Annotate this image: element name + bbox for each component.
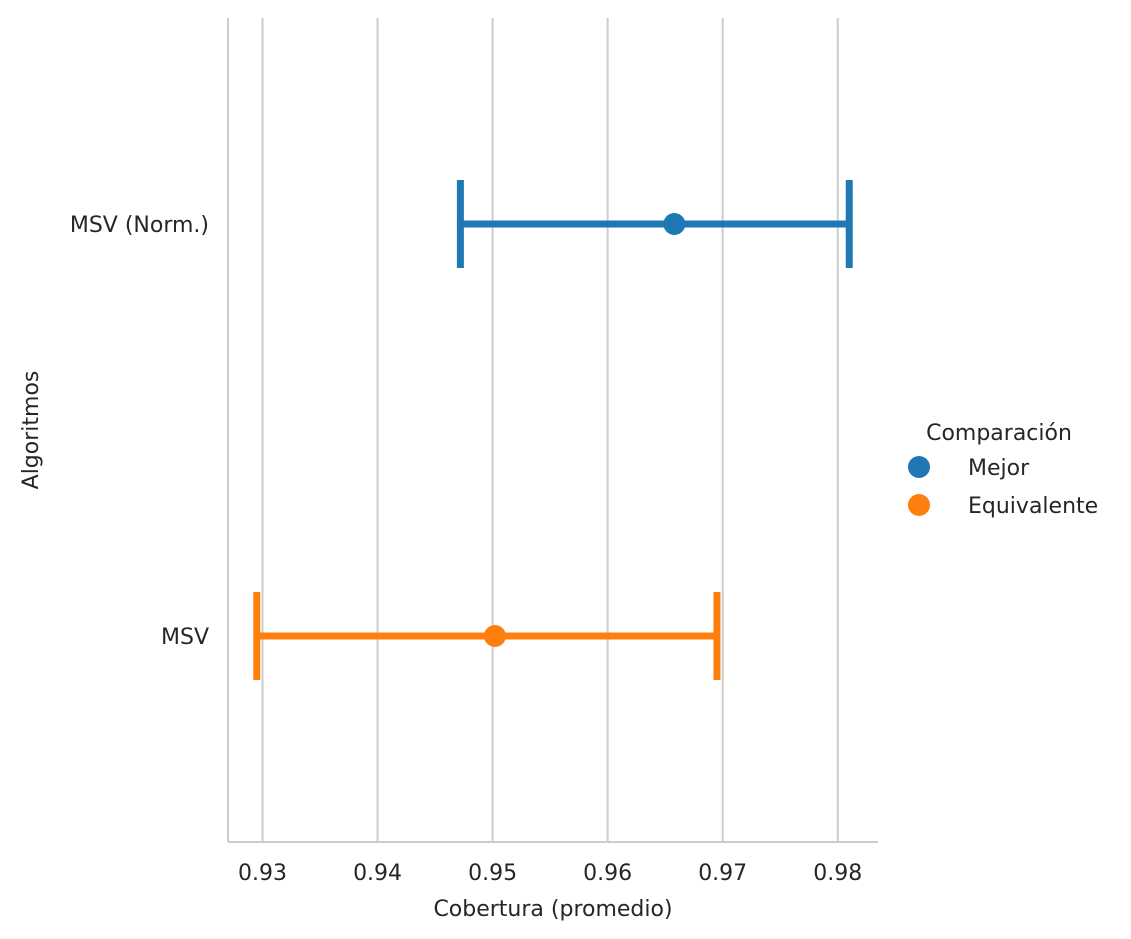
y-tick-label: MSV (Norm.)	[70, 213, 209, 238]
error-bars	[253, 180, 853, 680]
y-tick-label: MSV	[161, 625, 209, 650]
legend-marker	[908, 456, 930, 478]
legend-marker	[908, 494, 930, 516]
data-point	[663, 213, 686, 235]
legend: Comparación Mejor Equivalente	[908, 421, 1098, 519]
legend-label: Mejor	[968, 456, 1030, 481]
x-tick-label: 0.98	[813, 861, 862, 886]
x-tick-labels: 0.93 0.94 0.95 0.96 0.97 0.98	[238, 861, 862, 886]
data-points	[483, 213, 686, 647]
legend-title: Comparación	[926, 421, 1072, 446]
x-tick-label: 0.93	[238, 861, 287, 886]
x-tick-label: 0.94	[353, 861, 402, 886]
legend-label: Equivalente	[968, 494, 1098, 519]
grid-lines	[261, 18, 839, 842]
x-tick-label: 0.96	[583, 861, 632, 886]
x-axis-title: Cobertura (promedio)	[433, 897, 672, 922]
x-tick-label: 0.95	[468, 861, 517, 886]
data-point	[483, 625, 506, 647]
legend-items: Mejor Equivalente	[908, 456, 1098, 519]
y-axis-title: Algoritmos	[19, 371, 44, 490]
y-tick-labels: MSV (Norm.) MSV	[70, 213, 209, 650]
x-tick-label: 0.97	[698, 861, 747, 886]
